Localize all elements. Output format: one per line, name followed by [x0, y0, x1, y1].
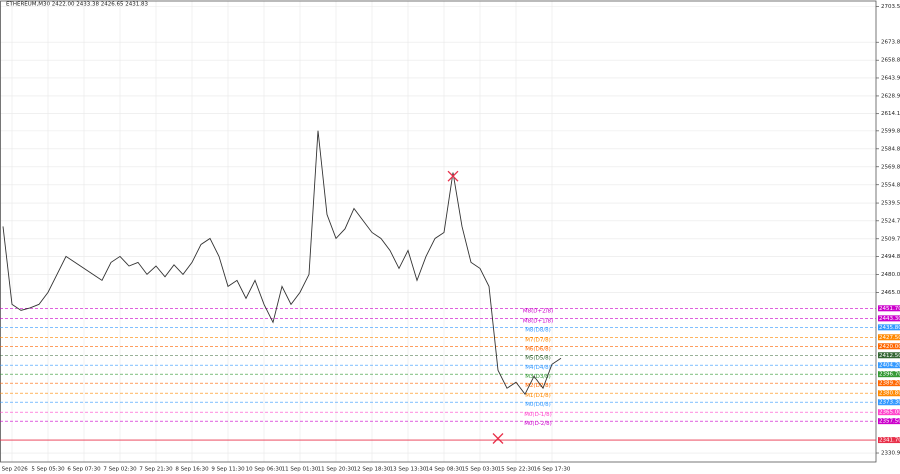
y-tick-label: 2614.10	[881, 111, 900, 117]
price-box	[878, 315, 900, 322]
x-tick-label: 10 Sep 06:30	[246, 467, 283, 473]
price-label: 2443.30	[879, 316, 900, 322]
y-tick-label: 2524.70	[881, 218, 900, 224]
y-tick-label: 2480.00	[881, 272, 900, 278]
level-name: M3(D3/8)	[525, 374, 551, 380]
price-box	[878, 371, 900, 378]
y-tick-label: 2628.95	[881, 93, 900, 99]
signal-marker	[447, 170, 459, 182]
price-label: 2389.20	[879, 381, 900, 387]
price-label: 2420.00	[879, 344, 900, 350]
x-tick-label: 4 Sep 2026	[0, 467, 28, 473]
level-name: M2(D2/8)	[525, 383, 551, 389]
level-name: M7(D7/8)	[525, 337, 551, 343]
x-tick-label: 15 Sep 03:30	[462, 467, 499, 473]
level-name: M5(D5/8)	[525, 355, 551, 361]
price-box	[878, 343, 900, 350]
price-box	[878, 305, 900, 312]
level-name: M8(D+2/8)	[523, 308, 553, 314]
price-label: 2357.50	[879, 419, 900, 425]
y-tick-label: 2539.55	[881, 201, 900, 207]
y-tick-label: 2509.70	[881, 236, 900, 242]
level-name: M6(D6/8)	[525, 346, 551, 352]
price-label: 2365.00	[879, 410, 900, 416]
x-tick-label: 5 Sep 05:30	[31, 467, 65, 473]
y-tick-label: 2703.50	[881, 4, 900, 10]
price-box	[878, 418, 900, 425]
level-name: M0(D0/8)	[525, 402, 551, 408]
price-label: 2427.50	[879, 335, 900, 341]
y-tick-label: 2599.80	[881, 128, 900, 134]
price-box	[878, 437, 900, 444]
x-tick-label: 8 Sep 16:30	[175, 467, 209, 473]
price-box	[878, 334, 900, 341]
price-box	[878, 409, 900, 416]
level-name: M1(D1/8)	[525, 393, 551, 399]
x-tick-label: 15 Sep 22:30	[498, 467, 535, 473]
price-label: 2404.20	[879, 363, 900, 369]
x-tick-label: 9 Sep 11:30	[211, 467, 245, 473]
x-tick-label: 7 Sep 21:30	[139, 467, 173, 473]
y-tick-label: 2330.90	[881, 451, 900, 457]
price-box	[878, 380, 900, 387]
price-label: 2396.70	[879, 372, 900, 378]
x-tick-label: 11 Sep 20:30	[318, 467, 355, 473]
price-label: 2412.50	[879, 353, 900, 359]
price-box	[878, 324, 900, 331]
level-name: M4(D4/8)	[525, 365, 551, 371]
y-tick-label: 2465.00	[881, 290, 900, 296]
y-tick-label: 2554.80	[881, 182, 900, 188]
level-name: M0(D-2/8)	[524, 421, 552, 427]
price-box	[878, 352, 900, 359]
x-tick-label: 7 Sep 02:30	[103, 467, 137, 473]
price-box	[878, 390, 900, 397]
price-label: 2435.80	[879, 325, 900, 331]
y-tick-label: 2658.80	[881, 58, 900, 64]
y-tick-label: 2643.95	[881, 75, 900, 81]
x-tick-label: 11 Sep 01:30	[282, 467, 319, 473]
y-tick-label: 2494.85	[881, 254, 900, 260]
price-line	[2, 130, 562, 396]
price-label: 2373.30	[879, 400, 900, 406]
price-box	[878, 362, 900, 369]
level-name: M8(D8/8)	[525, 327, 551, 333]
price-label: 2341.70	[879, 438, 900, 444]
x-tick-label: 6 Sep 07:30	[67, 467, 101, 473]
x-tick-label: 14 Sep 08:30	[426, 467, 463, 473]
level-name: M8(D+1/8)	[523, 318, 553, 324]
price-label: 2451.70	[879, 306, 900, 312]
x-tick-label: 13 Sep 13:30	[390, 467, 427, 473]
y-tick-label: 2673.80	[881, 40, 900, 46]
x-tick-label: 16 Sep 17:30	[534, 467, 571, 473]
plot-frame	[0, 0, 877, 463]
level-name: M0(D-1/8)	[524, 412, 552, 418]
price-label: 2380.80	[879, 391, 900, 397]
y-tick-label: 2584.80	[881, 146, 900, 152]
y-tick-label: 2569.80	[881, 164, 900, 170]
header: ETHEREUM,M30 2422.00 2433.38 2426.65 243…	[6, 2, 148, 8]
price-box	[878, 399, 900, 406]
signal-marker	[492, 433, 504, 444]
x-tick-label: 12 Sep 18:30	[354, 467, 391, 473]
